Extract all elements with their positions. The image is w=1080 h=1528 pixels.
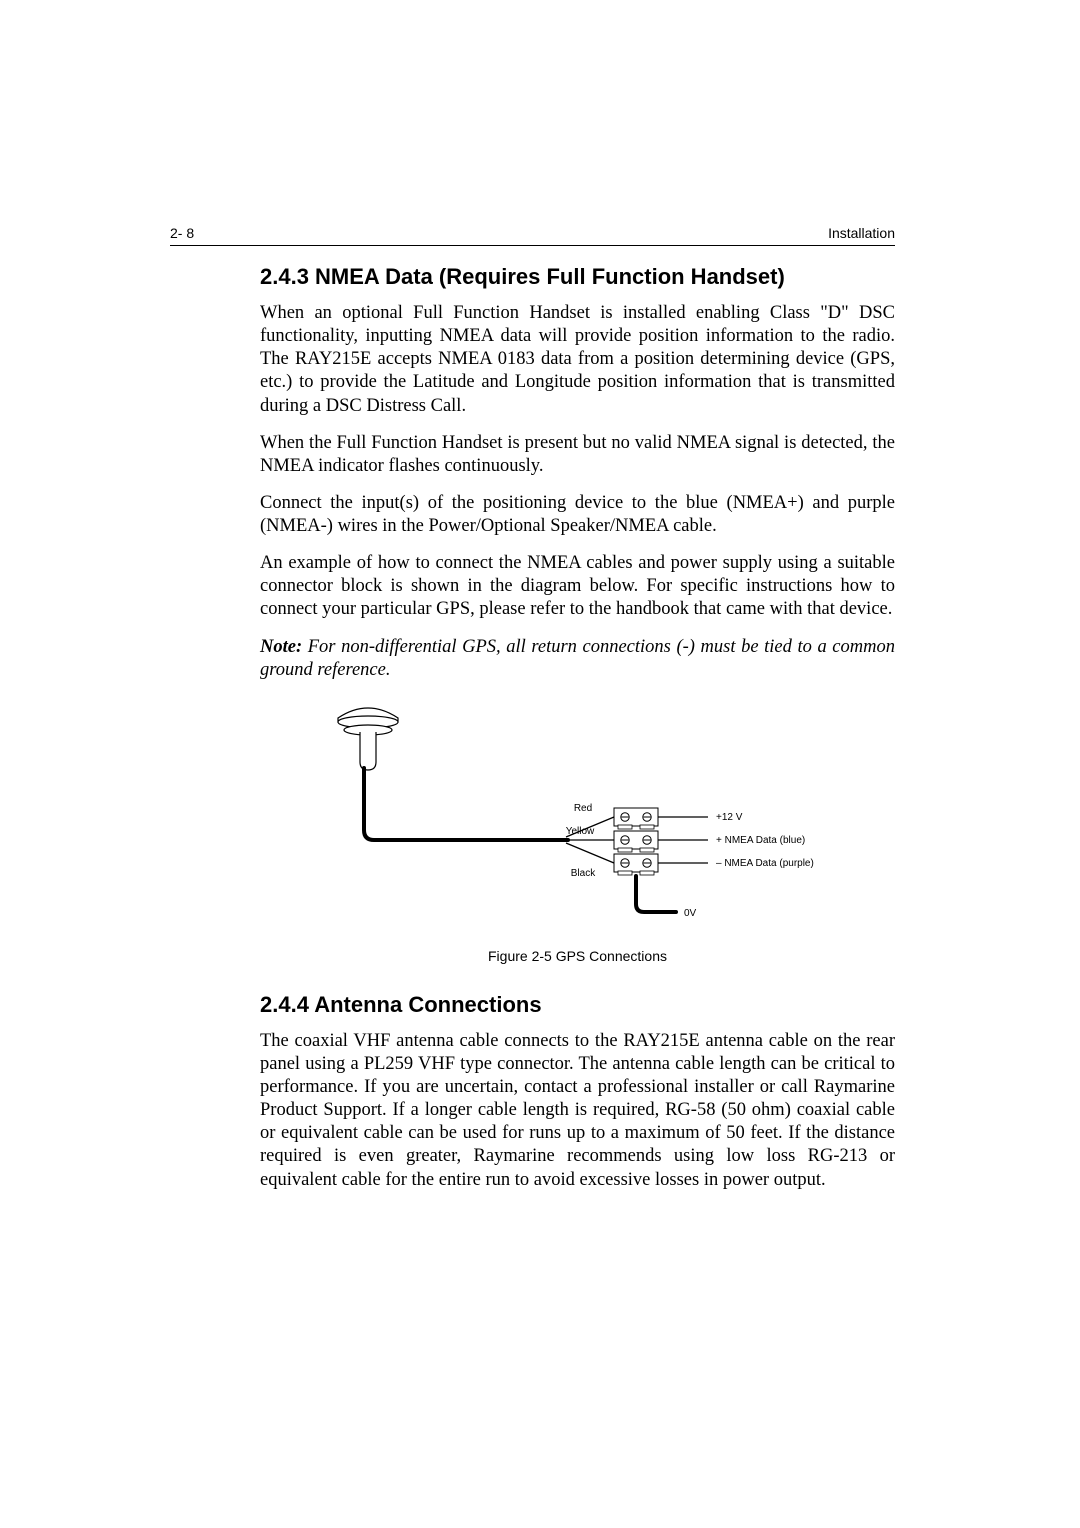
cable-0v: [636, 876, 676, 912]
figure-25: Red Yellow Black: [260, 700, 895, 964]
section-name: Installation: [828, 225, 895, 241]
para-243-1: When an optional Full Function Handset i…: [260, 302, 895, 418]
gps-diagram: Red Yellow Black: [318, 700, 838, 930]
heading-244: 2.4.4 Antenna Connections: [260, 992, 895, 1018]
main-content: 2.4.3 NMEA Data (Requires Full Function …: [185, 264, 895, 1192]
label-nmea-minus: – NMEA Data (purple): [716, 858, 814, 869]
para-243-3: Connect the input(s) of the positioning …: [260, 492, 895, 538]
para-243-4: An example of how to connect the NMEA ca…: [260, 552, 895, 621]
label-red: Red: [573, 803, 591, 814]
page-number: 2- 8: [170, 225, 194, 241]
page-header: 2- 8 Installation: [170, 225, 895, 246]
label-yellow: Yellow: [565, 826, 594, 837]
label-0v: 0V: [684, 908, 697, 919]
figure-caption: Figure 2-5 GPS Connections: [260, 948, 895, 964]
wire-black: [566, 843, 614, 863]
terminal-block-icon: [614, 808, 658, 875]
gps-antenna-icon: [338, 708, 398, 770]
label-12v: +12 V: [716, 812, 743, 823]
gps-cable: [364, 768, 568, 840]
note-text: For non-differential GPS, all return con…: [260, 637, 895, 680]
note-label: Note:: [260, 637, 302, 657]
para-243-2: When the Full Function Handset is presen…: [260, 432, 895, 478]
para-244-1: The coaxial VHF antenna cable connects t…: [260, 1030, 895, 1192]
heading-243: 2.4.3 NMEA Data (Requires Full Function …: [260, 264, 895, 290]
label-nmea-plus: + NMEA Data (blue): [716, 835, 805, 846]
label-black: Black: [570, 868, 595, 879]
note-243: Note: For non-differential GPS, all retu…: [260, 636, 895, 682]
